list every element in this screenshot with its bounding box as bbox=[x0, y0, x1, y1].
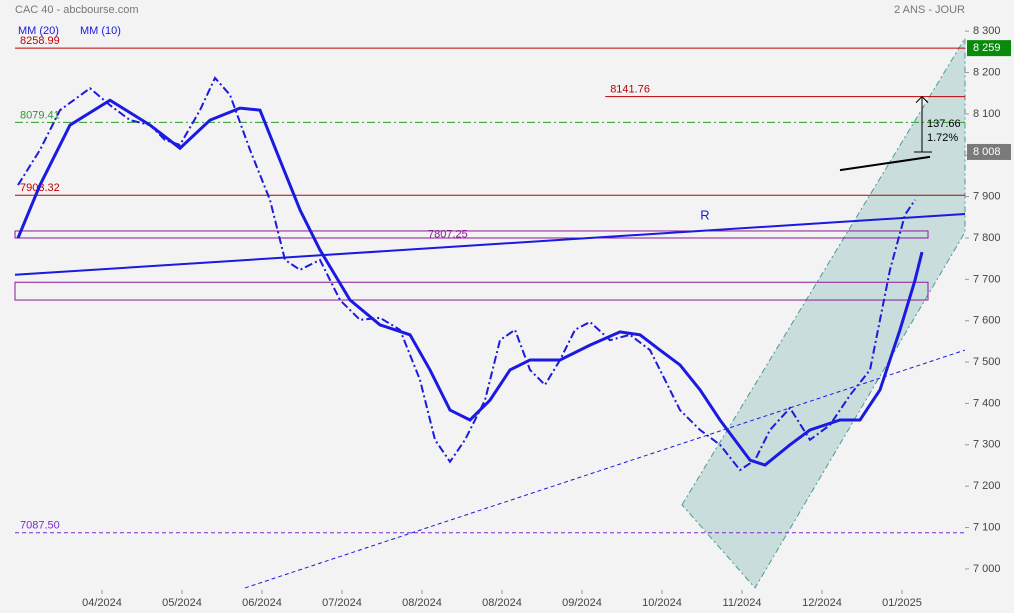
price-tag bbox=[967, 40, 1011, 57]
moving-average bbox=[16, 98, 924, 467]
x-tick-label: 04/2024 bbox=[82, 597, 122, 609]
legend-entry: MM (20) bbox=[18, 25, 59, 37]
x-tick-label: 11/2024 bbox=[723, 597, 762, 609]
level-label: 8141.76 bbox=[610, 84, 650, 96]
x-tick-label: 07/2024 bbox=[322, 597, 362, 609]
price-tag-label: 8 008 bbox=[973, 146, 1001, 158]
chart-subtitle: 2 ANS - JOUR bbox=[894, 4, 965, 16]
x-tick-label: 08/2024 bbox=[482, 597, 522, 609]
y-tick-label: 8 200 bbox=[973, 66, 1001, 78]
zone bbox=[14, 230, 929, 239]
arrow-head bbox=[915, 95, 929, 103]
trend-line bbox=[244, 349, 966, 589]
y-tick-label: 7 100 bbox=[973, 521, 1001, 533]
measure-change: 137.66 bbox=[927, 118, 961, 130]
y-tick-label: 7 800 bbox=[973, 232, 1001, 244]
level-label: 8079.41 bbox=[20, 109, 60, 121]
x-tick-label: 01/2025 bbox=[882, 597, 922, 609]
x-tick-label: 05/2024 bbox=[162, 597, 202, 609]
y-tick-label: 7 900 bbox=[973, 191, 1001, 203]
y-tick-label: 8 300 bbox=[973, 25, 1001, 37]
moving-average bbox=[17, 76, 916, 472]
x-tick-label: 12/2024 bbox=[802, 597, 842, 609]
y-tick-label: 7 300 bbox=[973, 439, 1001, 451]
trend-line bbox=[839, 155, 931, 172]
price-tag bbox=[967, 143, 1011, 160]
y-tick-label: 7 500 bbox=[973, 356, 1001, 368]
measure-percent: 1.72% bbox=[927, 132, 958, 144]
y-tick-label: 7 000 bbox=[973, 563, 1001, 575]
zone bbox=[14, 281, 929, 301]
y-tick-label: 7 200 bbox=[973, 480, 1001, 492]
zone-label: 7807.25 bbox=[428, 228, 468, 240]
legend-entry: MM (10) bbox=[80, 25, 121, 37]
x-tick-label: 10/2024 bbox=[642, 597, 682, 609]
chart-title: CAC 40 - abcbourse.com bbox=[15, 4, 139, 16]
trend-channel bbox=[681, 36, 966, 589]
x-tick-label: 08/2024 bbox=[402, 597, 442, 609]
y-tick-label: 7 600 bbox=[973, 315, 1001, 327]
y-tick-label: 8 100 bbox=[973, 108, 1001, 120]
y-tick-label: 7 400 bbox=[973, 397, 1001, 409]
y-tick-label: 7 700 bbox=[973, 273, 1001, 285]
level-label: 8258.99 bbox=[20, 35, 60, 47]
level-label: 7087.50 bbox=[20, 520, 60, 532]
x-tick-label: 09/2024 bbox=[562, 597, 602, 609]
x-tick-label: 06/2024 bbox=[242, 597, 282, 609]
annotation: R bbox=[700, 207, 709, 222]
price-tag-label: 8 259 bbox=[973, 42, 1001, 54]
trend-line bbox=[14, 213, 966, 276]
